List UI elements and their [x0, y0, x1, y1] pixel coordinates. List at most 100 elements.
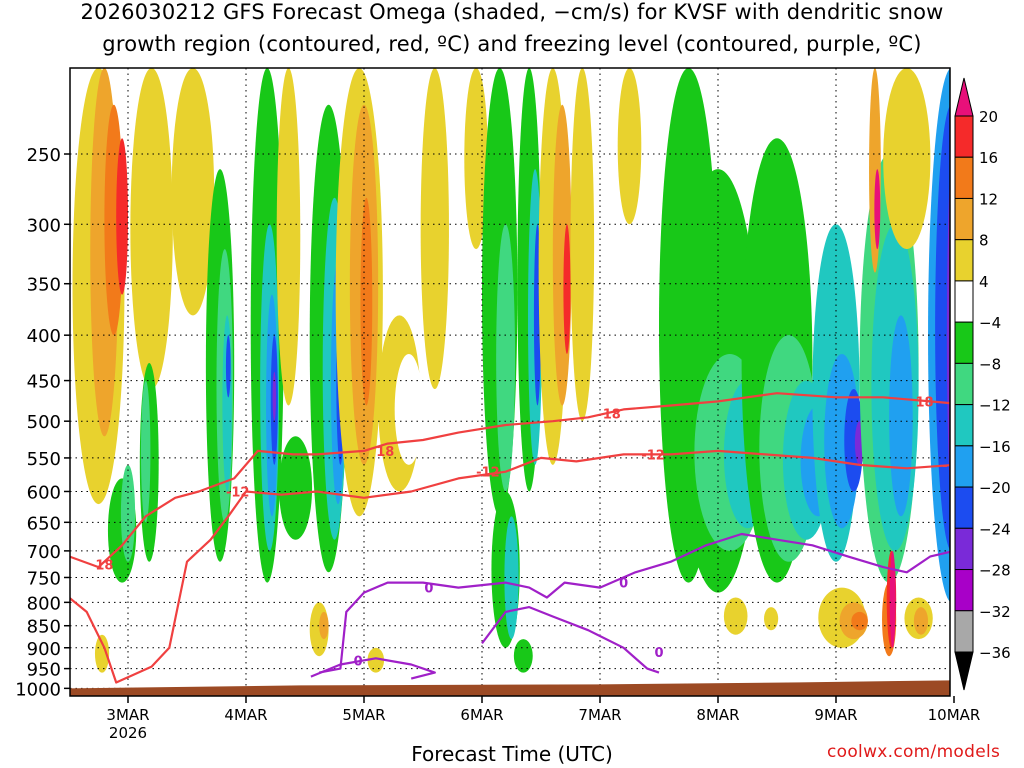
- contour-minus18: [70, 392, 950, 569]
- y-tick-label-500: 500: [27, 412, 61, 433]
- omega-shade-63: [889, 315, 913, 517]
- omega-shade-46: [563, 224, 571, 354]
- colorbar-label-2: 12: [979, 190, 998, 208]
- contour-label-4: -12: [226, 485, 250, 500]
- y-tick-label-800: 800: [27, 593, 61, 614]
- colorbar-label-5: −4: [979, 314, 1001, 332]
- y-tick-label-250: 250: [27, 145, 61, 166]
- contour-zero-lobe-1: [310, 657, 436, 680]
- contour-label-5: -12: [476, 466, 500, 481]
- contour-label-8: 0: [424, 582, 433, 597]
- contour-minus12: [70, 449, 950, 684]
- colorbar-box-11: [954, 569, 974, 612]
- chart-title-line-2: growth region (contoured, red, ºC) and f…: [102, 32, 922, 56]
- y-tick-label-900: 900: [27, 639, 61, 660]
- omega-shade-14: [225, 335, 231, 398]
- omega-shade-47: [570, 68, 595, 422]
- omega-shade-20: [276, 68, 301, 406]
- contour-label-2: 18: [915, 395, 933, 410]
- colorbar-label-13: −36: [979, 644, 1011, 662]
- omega-shade-5: [120, 464, 136, 562]
- x-tick-label-4MAR: 4MAR: [224, 706, 267, 724]
- x-tick-label-7MAR: 7MAR: [578, 706, 621, 724]
- contour-label-9: 0: [619, 577, 628, 592]
- x-tick-label-9MAR: 9MAR: [814, 706, 857, 724]
- omega-shade-7: [130, 68, 173, 390]
- omega-shade-28: [367, 647, 385, 673]
- y-tick-label-450: 450: [27, 372, 61, 393]
- credit-text: coolwx.com/models: [827, 742, 1001, 762]
- omega-shade-76: [946, 172, 950, 495]
- colorbar-label-12: −32: [979, 603, 1011, 621]
- omega-shade-37: [496, 224, 516, 492]
- colorbar-label-10: −24: [979, 520, 1011, 538]
- contour-zero: [318, 532, 950, 674]
- colorbar-label-11: −28: [979, 562, 1011, 580]
- colorbar-box-0: [954, 115, 974, 158]
- colorbar-top-arrow: [954, 77, 974, 117]
- colorbar-box-1: [954, 156, 974, 199]
- colorbar-label-3: 8: [979, 232, 989, 250]
- omega-shade-6: [94, 634, 110, 673]
- colorbar-box-6: [954, 362, 974, 406]
- y-tick-label-850: 850: [27, 617, 61, 638]
- colorbar-label-4: 4: [979, 273, 989, 291]
- colorbar-label-6: −8: [979, 355, 1001, 373]
- colorbar-label-7: −12: [979, 397, 1011, 415]
- y-tick-label-300: 300: [27, 215, 61, 236]
- omega-shade-31: [360, 197, 373, 406]
- omega-shade-21: [279, 436, 313, 540]
- omega-shade-34: [420, 68, 449, 390]
- omega-shade-81: [883, 68, 931, 250]
- omega-shade-64: [723, 597, 748, 635]
- colorbar-box-3: [954, 239, 974, 282]
- contour-label-1: 18: [603, 407, 621, 422]
- contour-label-6: -12: [641, 448, 665, 463]
- omega-shade-68: [851, 611, 868, 631]
- x-tick-label-8MAR: 8MAR: [696, 706, 739, 724]
- y-tick-label-1000: 1000: [15, 679, 61, 700]
- omega-shade-19: [272, 371, 277, 422]
- plot-frame: [69, 67, 951, 697]
- colorbar-box-7: [954, 404, 974, 447]
- contour-label-11: 0: [654, 646, 663, 661]
- omega-shade-73: [913, 607, 929, 635]
- contour-zero-lobe-2: [481, 606, 660, 674]
- colorbar-label-9: −20: [979, 479, 1011, 497]
- x-axis-label: Forecast Time (UTC): [411, 742, 613, 766]
- colorbar-box-12: [954, 610, 974, 653]
- omega-shade-71: [889, 550, 896, 648]
- y-tick-label-950: 950: [27, 660, 61, 681]
- chart-title-line-1: 2026030212 GFS Forecast Omega (shaded, −…: [80, 0, 944, 24]
- colorbar-label-1: 16: [979, 149, 998, 167]
- colorbar-label-8: −16: [979, 438, 1011, 456]
- omega-shade-75: [935, 105, 950, 550]
- contour-label-0: 18: [376, 445, 394, 460]
- omega-shade-48: [617, 68, 642, 225]
- omega-shade-59: [844, 389, 864, 492]
- y-tick-label-700: 700: [27, 542, 61, 563]
- y-tick-label-650: 650: [27, 513, 61, 534]
- colorbar-box-4: [954, 280, 974, 323]
- omega-shade-39: [504, 516, 519, 640]
- contour-label-7: -12: [942, 459, 966, 474]
- colorbar-box-9: [954, 486, 974, 529]
- x-tick-sublabel-year: 2026: [109, 724, 147, 740]
- x-tick-label-3MAR: 3MAR: [106, 706, 149, 724]
- omega-shade-65: [764, 607, 779, 631]
- colorbar-box-10: [954, 527, 974, 571]
- y-tick-label-750: 750: [27, 568, 61, 589]
- colorbar-bottom-arrow: [954, 651, 974, 691]
- omega-shade-33: [394, 353, 423, 465]
- omega-shade-10: [171, 68, 215, 316]
- x-tick-label-6MAR: 6MAR: [460, 706, 503, 724]
- colorbar-box-2: [954, 197, 974, 241]
- colorbar-box-5: [954, 321, 974, 364]
- omega-shade-9: [140, 380, 151, 523]
- y-tick-label-350: 350: [27, 275, 61, 296]
- omega-shade-79: [869, 68, 881, 273]
- omega-shade-43: [513, 639, 533, 673]
- contour-label-3: 18: [95, 558, 113, 573]
- colorbar-box-8: [954, 445, 974, 488]
